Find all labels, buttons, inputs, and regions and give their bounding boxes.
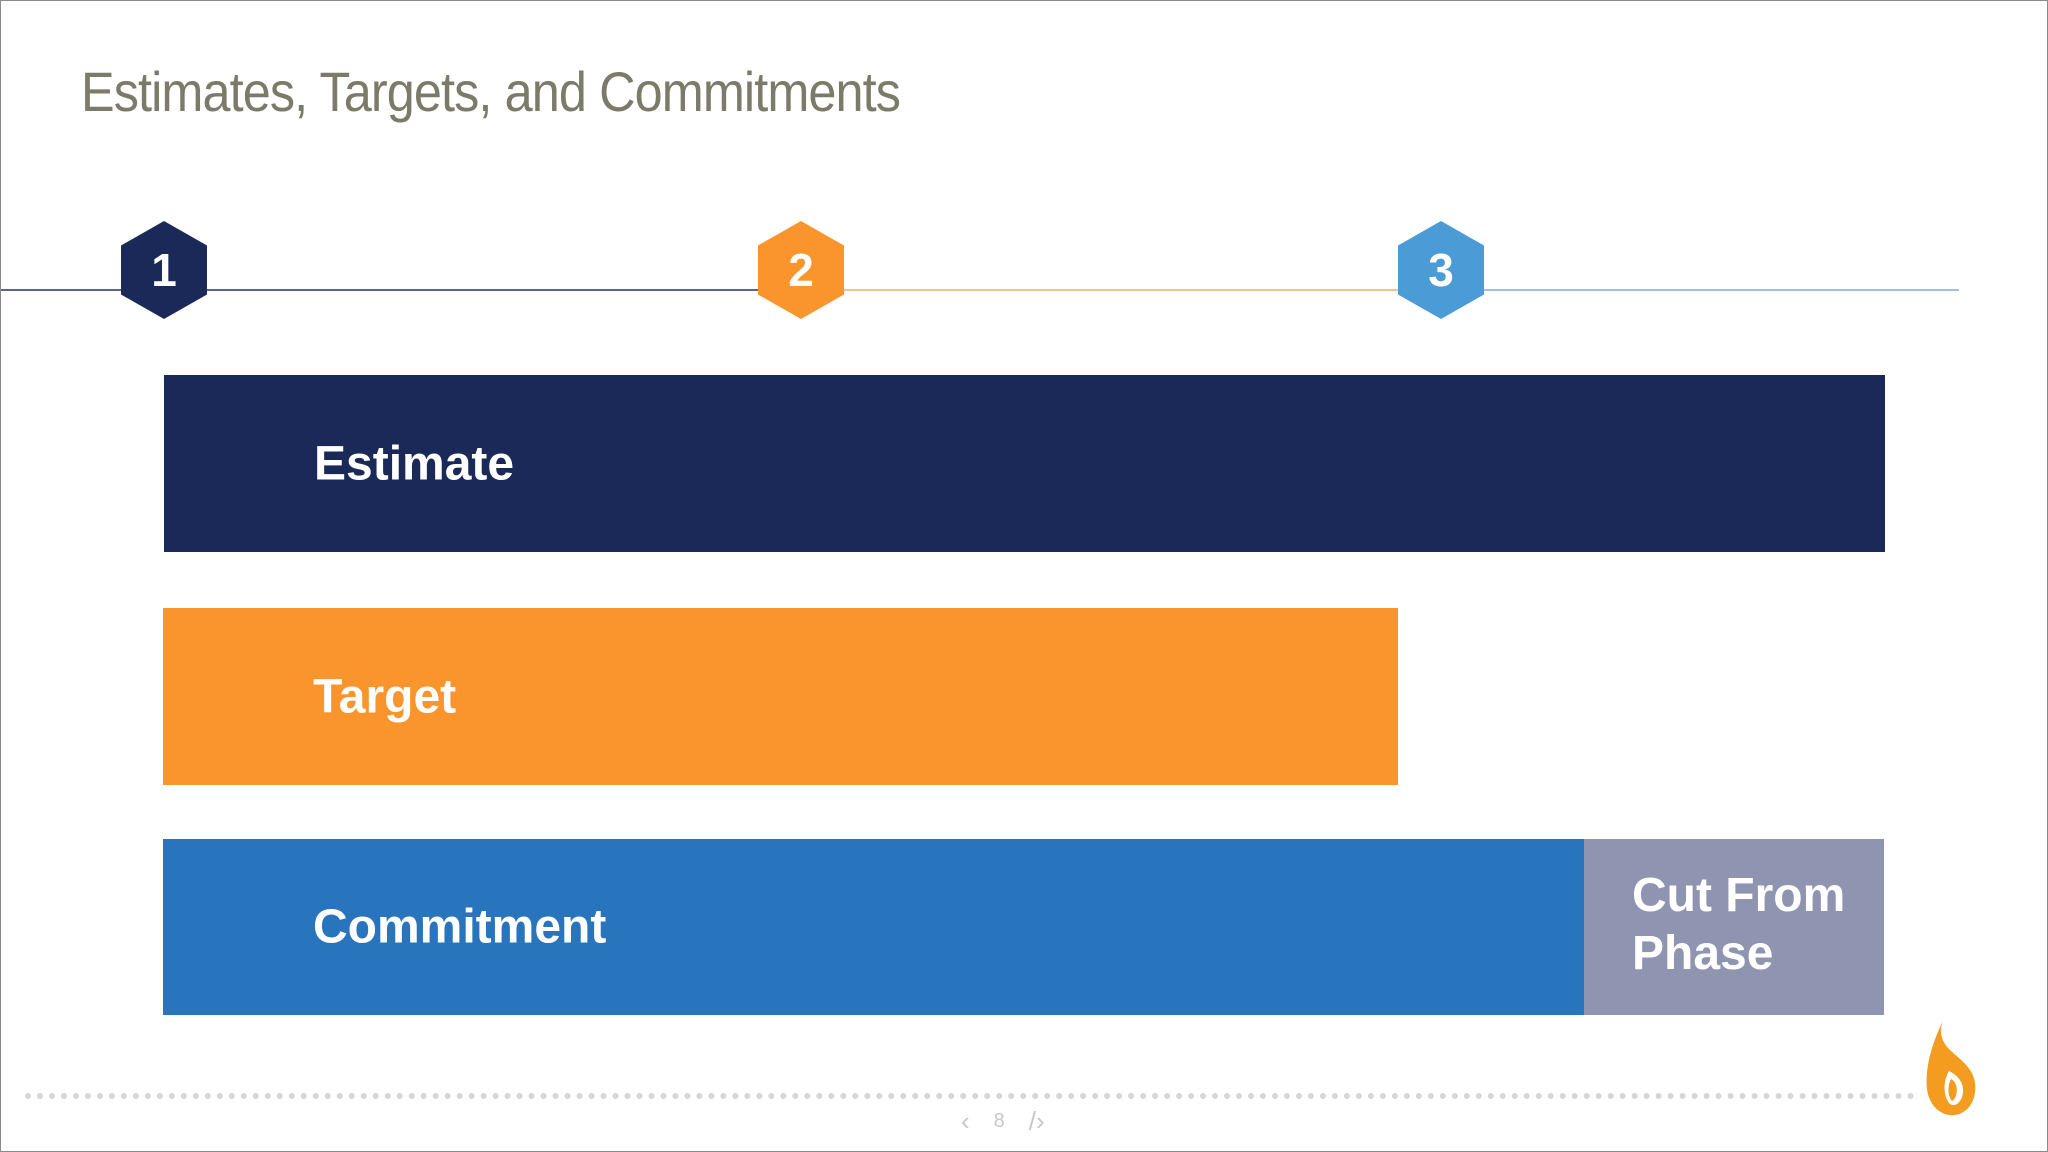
flame-drop-logo xyxy=(1926,1021,1976,1116)
step-1-number: 1 xyxy=(151,244,177,296)
page-number: 8 xyxy=(993,1109,1005,1132)
cut-from-phase-bar: Cut From Phase xyxy=(1584,839,1884,1015)
commitment-bar: Commitment xyxy=(163,839,1584,1015)
chevron-right-icon[interactable]: /› xyxy=(1028,1105,1045,1136)
cut-label-line-1: Cut From xyxy=(1632,869,1846,922)
chevron-left-icon[interactable]: ‹ xyxy=(961,1105,970,1136)
cut-label-line-2: Phase xyxy=(1632,927,1774,980)
cut-from-phase-label: Cut From Phase xyxy=(1632,867,1845,983)
timeline-line-1 xyxy=(1,289,801,291)
estimate-bar: Estimate xyxy=(164,375,1885,552)
step-1-hexagon: 1 xyxy=(121,221,207,319)
step-2-number: 2 xyxy=(788,244,814,296)
slide-navigation: ‹ 8 /› xyxy=(961,1105,1045,1136)
step-2-hexagon: 2 xyxy=(758,221,844,319)
timeline-line-2 xyxy=(801,289,1441,291)
target-label: Target xyxy=(313,670,457,723)
slide-title: Estimates, Targets, and Commitments xyxy=(81,60,901,123)
target-bar: Target xyxy=(163,608,1398,785)
timeline-line-3 xyxy=(1441,289,1959,291)
estimate-label: Estimate xyxy=(314,437,515,490)
step-3-hexagon: 3 xyxy=(1398,221,1484,319)
commitment-label: Commitment xyxy=(313,900,607,954)
footer-dotted-rule xyxy=(25,1093,1915,1099)
step-3-number: 3 xyxy=(1428,244,1454,296)
